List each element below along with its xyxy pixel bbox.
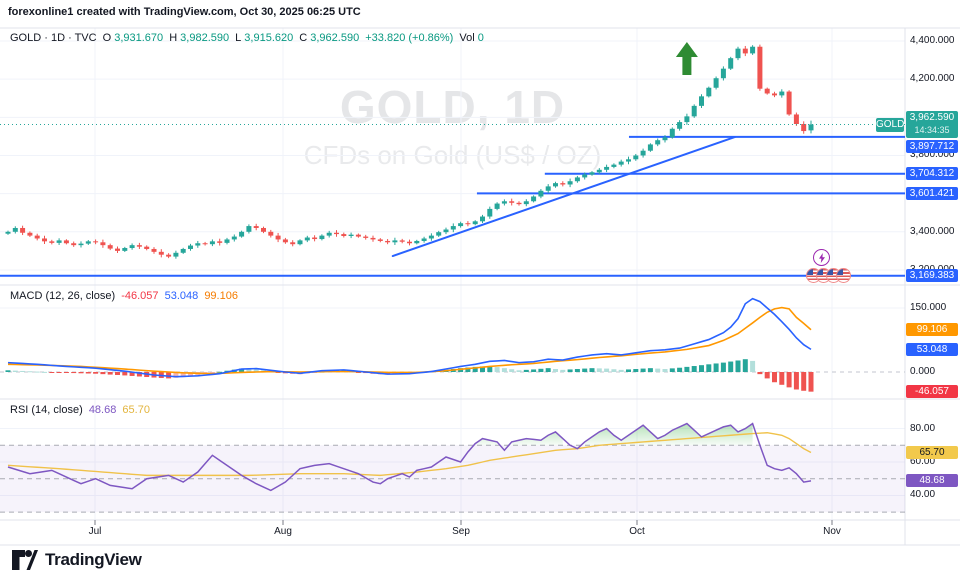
open-value: 3,931.670 — [114, 32, 164, 44]
high-value: 3,982.590 — [180, 32, 230, 44]
us-flag-icon — [836, 268, 851, 283]
macd-line-value: 53.048 — [164, 290, 199, 302]
low-label: L — [235, 32, 242, 44]
rsi-value-badge[interactable]: 48.68 — [906, 474, 958, 487]
axis-tick-label: 0.000 — [910, 366, 936, 377]
change-value: +33.820 (+0.86%) — [365, 32, 454, 44]
last-price-badge[interactable]: 3,962.590 14:34:35 — [906, 111, 958, 138]
month-label[interactable]: Nov — [823, 526, 841, 537]
tradingview-logo-text: TradingView — [45, 550, 142, 569]
open-label: O — [102, 32, 112, 44]
attribution-text: forexonline1 created with TradingView.co… — [8, 6, 361, 18]
rsi-label[interactable]: RSI (14, close) — [10, 404, 83, 416]
rsi-legend[interactable]: RSI (14, close) 48.68 65.70 — [10, 404, 153, 416]
axis-tick-label: 4,400.000 — [910, 35, 955, 46]
lightning-icon[interactable] — [813, 249, 830, 266]
countdown-timer: 14:34:35 — [914, 125, 950, 135]
macd-label[interactable]: MACD (12, 26, close) — [10, 290, 116, 302]
axis-tick-label: 3,800.000 — [910, 149, 955, 161]
close-value: 3,962.590 — [310, 32, 360, 44]
high-label: H — [169, 32, 178, 44]
level-badge-3704[interactable]: 3,704.312 — [906, 167, 958, 180]
footer-logo[interactable]: TradingView — [12, 550, 142, 570]
macd-legend[interactable]: MACD (12, 26, close) -46.057 53.048 99.1… — [10, 290, 241, 302]
rsi-ma-badge[interactable]: 65.70 — [906, 446, 958, 459]
macd-line-badge[interactable]: 53.048 — [906, 343, 958, 356]
low-value: 3,915.620 — [244, 32, 294, 44]
axis-tick-label: 40.00 — [910, 489, 936, 501]
last-price-value: 3,962.590 — [909, 112, 955, 123]
axis-tick-label: 80.00 — [910, 422, 936, 434]
month-label[interactable]: Jul — [88, 526, 102, 537]
rsi-ma-value: 65.70 — [122, 404, 150, 416]
macd-hist-badge[interactable]: -46.057 — [906, 385, 958, 398]
axis-tick-label: 150.000 — [910, 301, 947, 313]
tradingview-logo-icon — [12, 550, 38, 570]
month-label[interactable]: Oct — [629, 526, 645, 537]
axis-tick-label: 60.00 — [910, 456, 936, 467]
month-label[interactable]: Sep — [452, 526, 470, 537]
macd-signal-badge[interactable]: 99.106 — [906, 323, 958, 336]
flag-reactions[interactable] — [806, 268, 851, 283]
macd-signal-value: 99.106 — [204, 290, 238, 302]
symbol-title[interactable]: GOLD · 1D · TVC — [10, 32, 97, 44]
volume-value: 0 — [477, 32, 484, 44]
level-badge-3897[interactable]: 3,897.712 — [906, 140, 958, 153]
macd-hist-value: -46.057 — [121, 290, 159, 302]
axis-tick-label: 4,200.000 — [910, 73, 955, 85]
level-badge-3601[interactable]: 3,601.421 — [906, 187, 958, 200]
symbol-price-label-badge: GOLD — [876, 118, 905, 132]
level-badge-3169[interactable]: 3,169.383 — [906, 269, 958, 282]
rsi-value: 48.68 — [88, 404, 117, 416]
close-label: C — [299, 32, 308, 44]
axis-tick-label: 3,400.000 — [910, 225, 955, 237]
volume-label: Vol — [459, 32, 475, 44]
month-label[interactable]: Aug — [274, 526, 292, 537]
